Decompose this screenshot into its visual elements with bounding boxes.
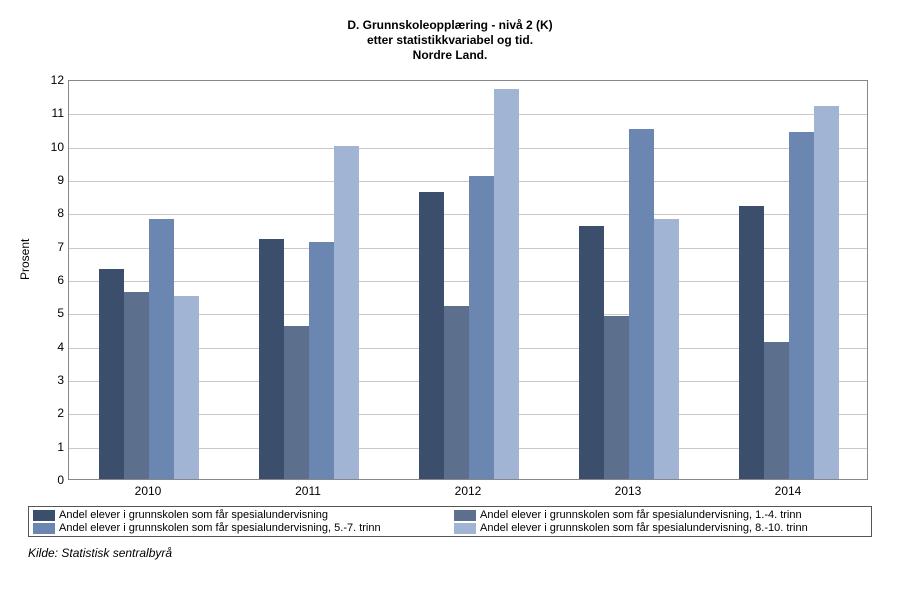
bar — [99, 269, 124, 479]
bar — [174, 296, 199, 479]
chart-container: D. Grunnskoleopplæring - nivå 2 (K) ette… — [0, 0, 900, 600]
legend-swatch — [454, 523, 476, 534]
legend-label: Andel elever i grunnskolen som får spesi… — [480, 509, 802, 521]
grid-line — [69, 181, 867, 182]
y-tick-label: 8 — [44, 206, 64, 220]
title-line-2: etter statistikkvariabel og tid. — [20, 33, 880, 48]
legend: Andel elever i grunnskolen som får spesi… — [28, 506, 872, 537]
x-tick-label: 2011 — [295, 484, 321, 498]
bar — [124, 292, 149, 479]
legend-label: Andel elever i grunnskolen som får spesi… — [59, 509, 328, 521]
y-tick-label: 9 — [44, 173, 64, 187]
bar — [469, 176, 494, 479]
y-tick-label: 11 — [44, 106, 64, 120]
y-axis-label: Prosent — [18, 239, 32, 280]
legend-item: Andel elever i grunnskolen som får spesi… — [33, 509, 446, 521]
x-tick-label: 2014 — [775, 484, 802, 498]
x-tick-label: 2012 — [455, 484, 482, 498]
y-tick-label: 3 — [44, 373, 64, 387]
y-tick-label: 12 — [44, 73, 64, 87]
y-tick-label: 0 — [44, 473, 64, 487]
bar — [579, 226, 604, 479]
y-tick-label: 1 — [44, 440, 64, 454]
x-tick-label: 2013 — [615, 484, 642, 498]
bar — [764, 342, 789, 479]
bar — [259, 239, 284, 479]
legend-item: Andel elever i grunnskolen som får spesi… — [454, 509, 867, 521]
bar — [444, 306, 469, 479]
title-line-1: D. Grunnskoleopplæring - nivå 2 (K) — [20, 18, 880, 33]
bar — [789, 132, 814, 479]
chart-title: D. Grunnskoleopplæring - nivå 2 (K) ette… — [20, 18, 880, 63]
legend-swatch — [454, 510, 476, 521]
bar — [334, 146, 359, 479]
y-tick-label: 2 — [44, 406, 64, 420]
y-tick-label: 7 — [44, 240, 64, 254]
legend-item: Andel elever i grunnskolen som får spesi… — [454, 522, 867, 534]
bar — [494, 89, 519, 479]
legend-swatch — [33, 510, 55, 521]
legend-swatch — [33, 523, 55, 534]
y-tick-label: 4 — [44, 340, 64, 354]
legend-label: Andel elever i grunnskolen som får spesi… — [59, 522, 381, 534]
grid-line — [69, 148, 867, 149]
bar — [739, 206, 764, 479]
x-tick-label: 2010 — [135, 484, 162, 498]
source-text: Kilde: Statistisk sentralbyrå — [28, 546, 172, 560]
bar — [309, 242, 334, 479]
legend-item: Andel elever i grunnskolen som får spesi… — [33, 522, 446, 534]
bar — [629, 129, 654, 479]
grid-line — [69, 114, 867, 115]
y-tick-label: 10 — [44, 140, 64, 154]
bar — [284, 326, 309, 479]
bar — [149, 219, 174, 479]
legend-label: Andel elever i grunnskolen som får spesi… — [480, 522, 808, 534]
y-tick-label: 6 — [44, 273, 64, 287]
bar — [654, 219, 679, 479]
plot-area — [68, 80, 868, 480]
title-line-3: Nordre Land. — [20, 48, 880, 63]
bar — [419, 192, 444, 479]
y-tick-label: 5 — [44, 306, 64, 320]
bar — [604, 316, 629, 479]
bar — [814, 106, 839, 479]
